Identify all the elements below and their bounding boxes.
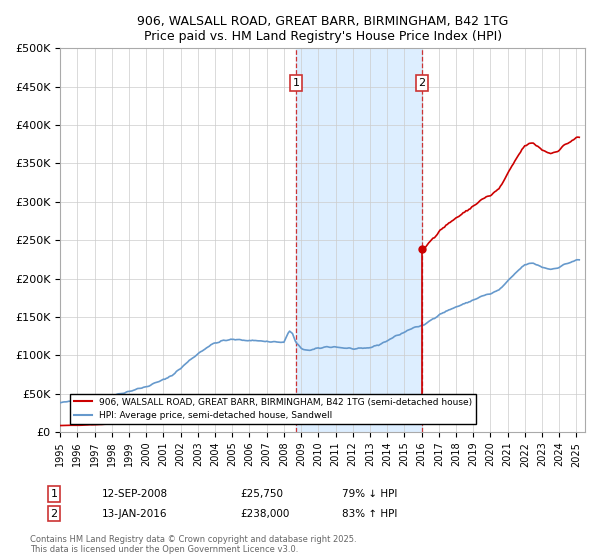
Text: 1: 1 (50, 489, 58, 499)
Text: 79% ↓ HPI: 79% ↓ HPI (342, 489, 397, 499)
Legend: 906, WALSALL ROAD, GREAT BARR, BIRMINGHAM, B42 1TG (semi-detached house), HPI: A: 906, WALSALL ROAD, GREAT BARR, BIRMINGHA… (70, 394, 476, 424)
Text: 83% ↑ HPI: 83% ↑ HPI (342, 508, 397, 519)
Text: £238,000: £238,000 (240, 508, 289, 519)
Bar (296, 48, 422, 432)
Text: Contains HM Land Registry data © Crown copyright and database right 2025.
This d: Contains HM Land Registry data © Crown c… (30, 535, 356, 554)
Text: 2: 2 (419, 78, 426, 88)
Title: 906, WALSALL ROAD, GREAT BARR, BIRMINGHAM, B42 1TG
Price paid vs. HM Land Regist: 906, WALSALL ROAD, GREAT BARR, BIRMINGHA… (137, 15, 508, 43)
Text: 12-SEP-2008: 12-SEP-2008 (102, 489, 168, 499)
Text: 2: 2 (50, 508, 58, 519)
Text: £25,750: £25,750 (240, 489, 283, 499)
Text: 1: 1 (292, 78, 299, 88)
Text: 13-JAN-2016: 13-JAN-2016 (102, 508, 167, 519)
